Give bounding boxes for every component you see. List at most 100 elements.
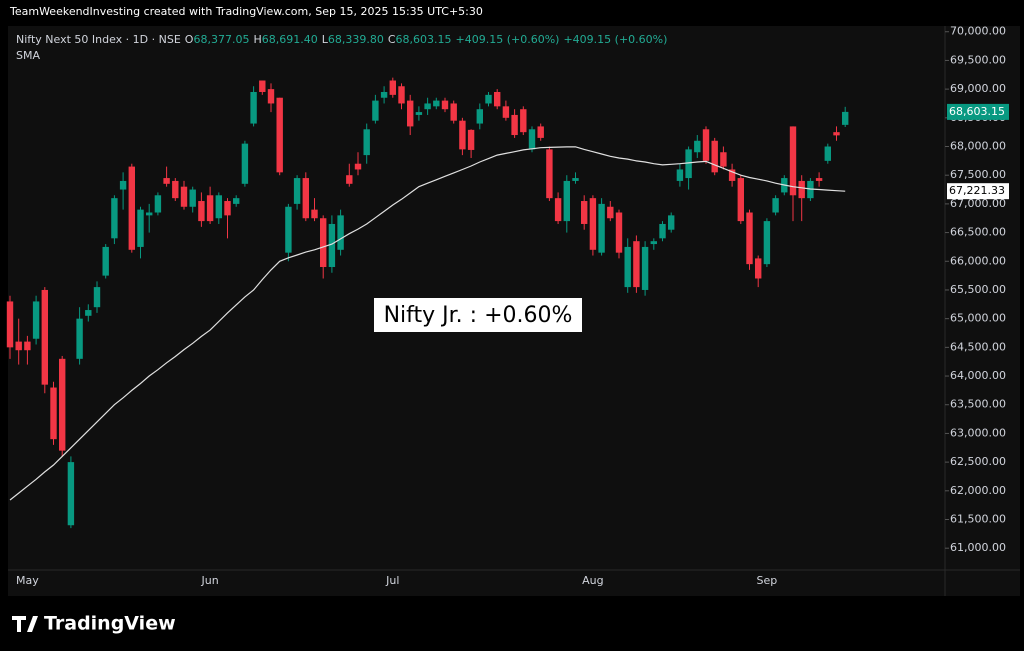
y-tick-label: 63,000.00 <box>950 426 1006 439</box>
candle-body <box>233 198 240 204</box>
candle-body <box>302 178 309 219</box>
candle-body <box>76 318 83 359</box>
candle-body <box>172 180 179 199</box>
x-tick-label: May <box>16 574 39 587</box>
legend-symbol: Nifty Next 50 Index · 1D · NSE <box>16 33 181 46</box>
legend-key: O <box>185 33 194 46</box>
candle-body <box>676 169 684 181</box>
candle-body <box>15 341 22 351</box>
candle-body <box>267 89 275 104</box>
candle-body <box>641 246 649 290</box>
candle-body <box>485 94 492 104</box>
y-tick-label: 62,000.00 <box>950 484 1006 497</box>
candle-body <box>398 86 405 104</box>
header: TeamWeekendInvesting created with Tradin… <box>9 5 483 18</box>
candle-body <box>815 178 823 181</box>
candle-body <box>711 140 718 173</box>
y-tick-label: 69,000.00 <box>950 82 1006 95</box>
candle-body <box>59 358 66 451</box>
candle-body <box>755 258 762 279</box>
candle-body <box>615 212 623 253</box>
y-tick-label: 70,000.00 <box>950 25 1006 38</box>
candle-body <box>833 132 840 136</box>
candle-body <box>250 91 257 124</box>
candle-body <box>720 152 727 167</box>
candle-body <box>41 289 48 385</box>
annotation-box <box>374 298 582 332</box>
candle-body <box>694 140 701 153</box>
candle-body <box>50 387 57 440</box>
y-tick-label: 64,000.00 <box>950 369 1006 382</box>
candle-body <box>702 129 710 161</box>
candle-body <box>389 80 396 95</box>
candle-body <box>772 198 779 213</box>
candle-body <box>798 180 805 199</box>
candle-body <box>650 241 657 245</box>
logo-icon <box>12 616 38 632</box>
candle-body <box>668 215 675 230</box>
x-tick-label: Sep <box>757 574 778 587</box>
candle-body <box>146 212 153 216</box>
candle-body <box>494 91 501 107</box>
legend-value: 68,691.40 <box>262 33 318 46</box>
y-tick-label: 61,500.00 <box>950 513 1006 526</box>
last-price-label: 68,603.15 <box>949 105 1005 118</box>
y-tick-label: 63,500.00 <box>950 398 1006 411</box>
y-tick-label: 67,500.00 <box>950 168 1006 181</box>
legend-key: H <box>253 33 261 46</box>
y-tick-label: 69,500.00 <box>950 53 1006 66</box>
candle-body <box>111 198 118 239</box>
candle-body <box>363 129 370 156</box>
y-tick-label: 62,500.00 <box>950 455 1006 468</box>
candle-body <box>372 100 379 121</box>
candle-body <box>85 310 92 316</box>
candle-body <box>346 175 353 184</box>
legend-change: +409.15 (+0.60%) <box>563 33 667 46</box>
candle-body <box>285 206 292 253</box>
y-tick-label: 66,000.00 <box>950 254 1006 267</box>
candle-body <box>215 195 222 219</box>
candle-body <box>659 223 666 239</box>
candle-body <box>554 198 562 222</box>
candle-body <box>763 221 771 265</box>
candle-body <box>589 198 597 250</box>
candle-body <box>441 100 449 110</box>
x-tick-label: Jul <box>385 574 399 587</box>
candle-body <box>6 301 14 348</box>
candle-body <box>528 129 536 150</box>
candle-body <box>537 126 544 138</box>
candle-body <box>415 112 423 115</box>
candle-body <box>824 146 831 161</box>
candle-body <box>685 149 692 179</box>
y-tick-label: 61,000.00 <box>950 541 1006 554</box>
candle-body <box>789 126 797 196</box>
candle-body <box>259 80 266 92</box>
candle-body <box>93 287 101 308</box>
candle-body <box>328 223 336 268</box>
candle-body <box>337 215 344 250</box>
candle-body <box>128 166 135 250</box>
candle-body <box>67 462 75 526</box>
legend-key: C <box>388 33 396 46</box>
candle-body <box>198 201 205 222</box>
candle-body <box>450 103 457 121</box>
logo: TradingView <box>12 613 176 635</box>
candle-body <box>633 241 640 288</box>
last-price-box <box>947 103 1009 120</box>
x-tick-label: Aug <box>582 574 603 587</box>
candle-body <box>737 178 744 222</box>
candle-body <box>276 97 283 173</box>
candle-body <box>154 195 162 213</box>
candles <box>6 77 849 529</box>
x-tick-label: Jun <box>201 574 219 587</box>
candle-body <box>424 103 431 110</box>
candle-body <box>293 178 301 204</box>
candle-body <box>407 100 414 127</box>
candle-body <box>119 180 127 190</box>
candle-body <box>563 180 570 222</box>
candle-body <box>380 91 388 98</box>
candle-body <box>546 149 553 199</box>
candle-body <box>842 111 849 125</box>
candle-body <box>180 186 188 207</box>
